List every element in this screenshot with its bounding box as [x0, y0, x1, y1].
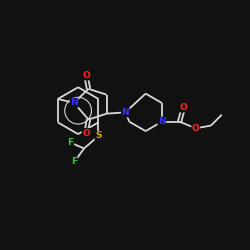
Text: F: F [71, 158, 77, 166]
Text: S: S [95, 132, 102, 140]
Text: O: O [82, 71, 90, 80]
Text: O: O [82, 128, 90, 138]
Text: O: O [180, 103, 187, 112]
Text: O: O [192, 124, 200, 133]
Text: N: N [70, 98, 78, 107]
Text: N: N [122, 108, 129, 117]
Text: N: N [158, 117, 166, 126]
Text: F: F [68, 138, 73, 147]
